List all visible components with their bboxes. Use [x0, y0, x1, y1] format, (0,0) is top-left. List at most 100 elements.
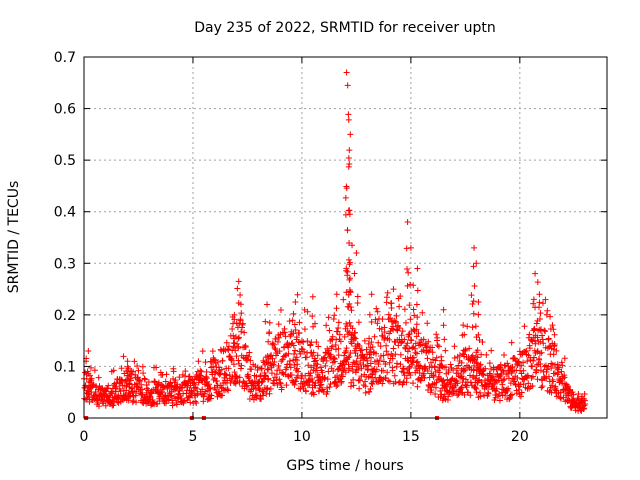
data-point — [432, 384, 439, 391]
data-point — [404, 340, 411, 347]
data-point — [533, 367, 540, 374]
data-point — [132, 392, 139, 399]
data-point — [432, 357, 439, 364]
data-point — [462, 347, 469, 354]
data-point — [233, 320, 240, 327]
data-point — [348, 307, 355, 314]
data-point — [451, 343, 458, 350]
data-point — [265, 338, 272, 345]
data-point — [282, 371, 289, 378]
data-point — [315, 343, 322, 350]
data-point — [488, 347, 495, 354]
data-point — [339, 373, 346, 380]
data-point — [521, 323, 528, 330]
data-point — [346, 365, 353, 372]
data-point — [334, 381, 341, 388]
data-point — [514, 374, 521, 381]
data-point — [130, 368, 137, 375]
data-point — [369, 343, 376, 350]
data-point — [86, 384, 93, 391]
data-point — [277, 306, 284, 313]
data-point — [551, 361, 558, 368]
data-point — [368, 354, 375, 361]
data-point — [407, 244, 414, 251]
data-point — [474, 354, 481, 361]
data-point — [469, 301, 476, 308]
data-point — [265, 366, 272, 373]
data-point — [102, 402, 109, 409]
data-point — [110, 367, 117, 374]
data-point — [266, 330, 273, 337]
data-point — [435, 343, 442, 350]
data-point — [500, 377, 507, 384]
data-point — [508, 369, 515, 376]
data-point — [375, 339, 382, 346]
data-point — [459, 379, 466, 386]
data-point — [445, 393, 452, 400]
data-point — [266, 319, 273, 326]
data-point — [474, 347, 481, 354]
data-point — [216, 388, 223, 395]
data-point — [485, 390, 492, 397]
data-point — [309, 313, 316, 320]
data-point — [161, 384, 168, 391]
data-point — [471, 244, 478, 251]
data-point — [329, 333, 336, 340]
data-point — [565, 383, 572, 390]
data-point — [456, 352, 463, 359]
data-point — [301, 326, 308, 333]
data-point — [187, 399, 194, 406]
data-point — [238, 310, 245, 317]
y-tick-label: 0.1 — [54, 359, 76, 375]
data-point — [310, 323, 317, 330]
data-point — [278, 358, 285, 365]
data-point — [481, 392, 488, 399]
data-point — [323, 322, 330, 329]
data-point — [473, 359, 480, 366]
data-point — [404, 348, 411, 355]
data-point — [342, 194, 349, 201]
data-point — [237, 291, 244, 298]
data-point — [274, 338, 281, 345]
data-point — [366, 388, 373, 395]
data-point — [410, 306, 417, 313]
data-point — [335, 324, 342, 331]
data-point — [551, 370, 558, 377]
data-point — [262, 361, 269, 368]
data-point — [290, 342, 297, 349]
data-point — [536, 315, 543, 322]
data-point — [216, 371, 223, 378]
data-point — [473, 260, 480, 267]
data-point — [458, 359, 465, 366]
data-point — [167, 383, 174, 390]
data-point — [432, 390, 439, 397]
data-point — [480, 371, 487, 378]
data-point — [133, 399, 140, 406]
data-point — [349, 242, 356, 249]
data-point — [486, 360, 493, 367]
data-point — [297, 350, 304, 357]
data-point — [396, 303, 403, 310]
data-point — [531, 326, 538, 333]
data-point — [115, 392, 122, 399]
data-point — [105, 382, 112, 389]
data-point — [289, 317, 296, 324]
x-tick-label: 15 — [402, 429, 420, 445]
data-point — [120, 353, 127, 360]
data-point — [423, 343, 430, 350]
data-point — [477, 393, 484, 400]
data-point — [330, 367, 337, 374]
data-point — [467, 392, 474, 399]
data-point — [339, 360, 346, 367]
data-point — [504, 370, 511, 377]
data-point — [558, 368, 565, 375]
data-point — [343, 69, 350, 76]
data-point — [296, 319, 303, 326]
data-point — [122, 377, 129, 384]
data-point — [503, 386, 510, 393]
data-point — [558, 359, 565, 366]
data-point — [400, 365, 407, 372]
data-point — [470, 263, 477, 270]
x-tick-label: 20 — [511, 429, 529, 445]
